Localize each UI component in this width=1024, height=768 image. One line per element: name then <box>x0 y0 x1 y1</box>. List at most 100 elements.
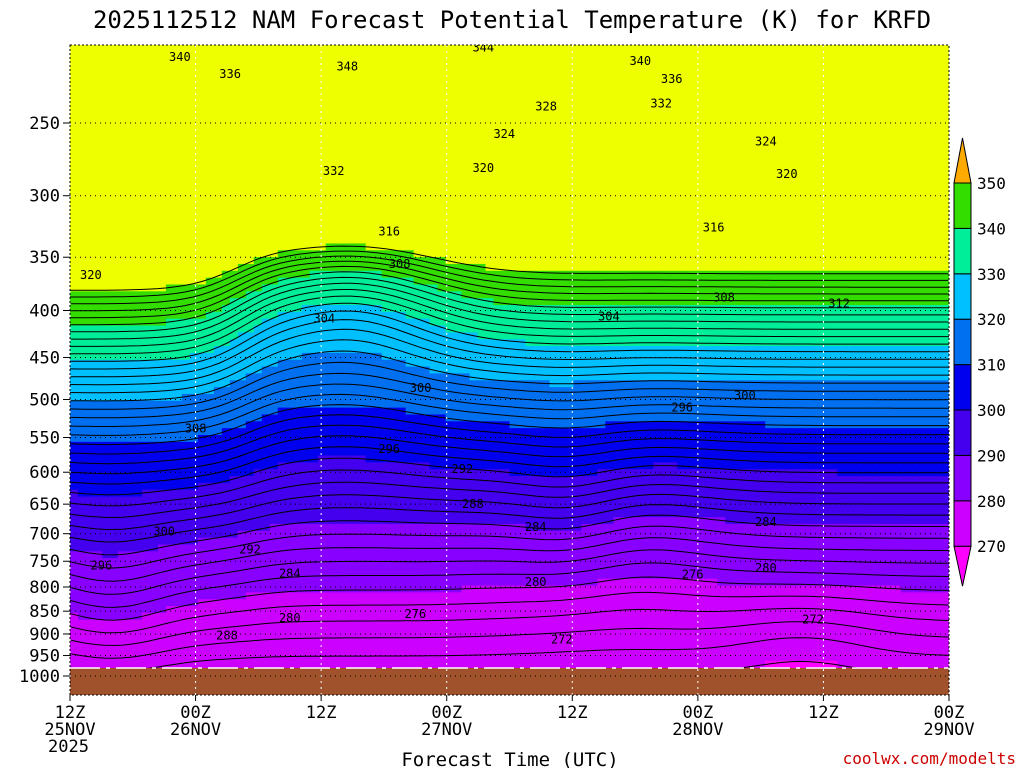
theta-cell <box>285 222 295 231</box>
theta-cell <box>581 257 591 265</box>
theta-cell <box>909 257 918 265</box>
theta-cell <box>301 51 311 60</box>
theta-cell <box>701 161 710 169</box>
theta-cell <box>453 339 463 347</box>
theta-cell <box>813 188 822 197</box>
theta-cell <box>509 277 519 286</box>
theta-cell <box>181 161 191 169</box>
theta-cell <box>493 154 503 163</box>
theta-cell <box>757 147 766 156</box>
theta-cell <box>621 346 631 354</box>
theta-cell <box>293 346 303 354</box>
theta-cell <box>70 195 79 204</box>
theta-cell <box>541 243 551 251</box>
theta-cell <box>829 147 838 156</box>
theta-cell <box>357 346 367 354</box>
theta-cell <box>277 311 287 320</box>
theta-cell <box>877 51 886 60</box>
theta-cell <box>517 332 527 340</box>
theta-cell <box>469 147 479 156</box>
theta-cell <box>229 72 239 80</box>
theta-cell <box>149 216 159 224</box>
theta-cell <box>901 175 910 183</box>
theta-cell <box>101 45 111 53</box>
theta-cell <box>701 51 710 60</box>
theta-cell <box>789 298 798 306</box>
theta-cell <box>805 311 814 320</box>
theta-cell <box>765 305 774 313</box>
theta-cell <box>765 45 774 53</box>
theta-cell <box>70 318 79 327</box>
theta-cell <box>173 298 183 306</box>
theta-cell <box>221 257 231 265</box>
theta-cell <box>357 175 367 183</box>
theta-cell <box>885 154 894 163</box>
theta-cell <box>797 140 806 149</box>
theta-cell <box>621 209 631 217</box>
theta-cell <box>85 175 95 183</box>
theta-cell <box>477 168 487 176</box>
theta-cell <box>629 263 639 272</box>
theta-cell <box>269 106 279 115</box>
theta-cell <box>629 181 639 190</box>
theta-cell <box>309 113 319 121</box>
theta-cell <box>373 140 383 149</box>
theta-cell <box>765 277 774 286</box>
theta-cell <box>485 243 495 251</box>
theta-cell <box>421 133 431 142</box>
theta-cell <box>653 325 663 334</box>
theta-cell <box>589 346 599 354</box>
theta-cell <box>677 79 686 87</box>
theta-cell <box>461 72 471 80</box>
theta-cell <box>837 346 846 354</box>
theta-cell <box>197 120 207 128</box>
theta-cell <box>397 346 407 354</box>
theta-cell <box>285 133 295 142</box>
theta-cell <box>237 154 247 163</box>
theta-cell <box>909 195 918 204</box>
theta-cell <box>861 257 870 265</box>
theta-cell <box>549 277 559 286</box>
theta-cell <box>429 86 439 94</box>
theta-cell <box>725 318 734 327</box>
theta-cell <box>533 311 543 320</box>
theta-cell <box>461 305 471 313</box>
theta-cell <box>381 209 391 217</box>
theta-cell <box>605 195 615 204</box>
theta-cell <box>181 168 191 176</box>
theta-cell <box>525 147 535 156</box>
theta-cell <box>173 332 183 340</box>
theta-cell <box>661 58 671 67</box>
theta-cell <box>173 92 183 101</box>
theta-cell <box>565 58 575 67</box>
theta-cell <box>381 298 391 306</box>
theta-cell <box>901 298 910 306</box>
theta-cell <box>301 284 311 293</box>
theta-cell <box>765 270 774 279</box>
theta-cell <box>325 127 335 135</box>
theta-cell <box>765 181 774 190</box>
theta-cell <box>205 127 215 135</box>
theta-cell <box>629 106 639 115</box>
theta-cell <box>101 113 111 121</box>
theta-cell <box>853 147 862 156</box>
theta-cell <box>821 209 830 217</box>
theta-cell <box>765 120 774 128</box>
theta-cell <box>581 216 591 224</box>
theta-cell <box>453 318 463 327</box>
theta-cell <box>869 243 878 251</box>
theta-cell <box>869 175 878 183</box>
theta-cell <box>445 229 455 238</box>
theta-cell <box>877 127 886 135</box>
theta-cell <box>445 305 455 313</box>
theta-cell <box>581 284 591 293</box>
theta-cell <box>565 222 575 231</box>
theta-cell <box>733 120 742 128</box>
theta-cell <box>501 209 511 217</box>
theta-cell <box>637 216 647 224</box>
theta-cell <box>621 72 631 80</box>
theta-cell <box>637 99 647 108</box>
theta-cell <box>333 140 343 149</box>
theta-cell <box>853 339 862 347</box>
theta-cell <box>933 195 942 204</box>
